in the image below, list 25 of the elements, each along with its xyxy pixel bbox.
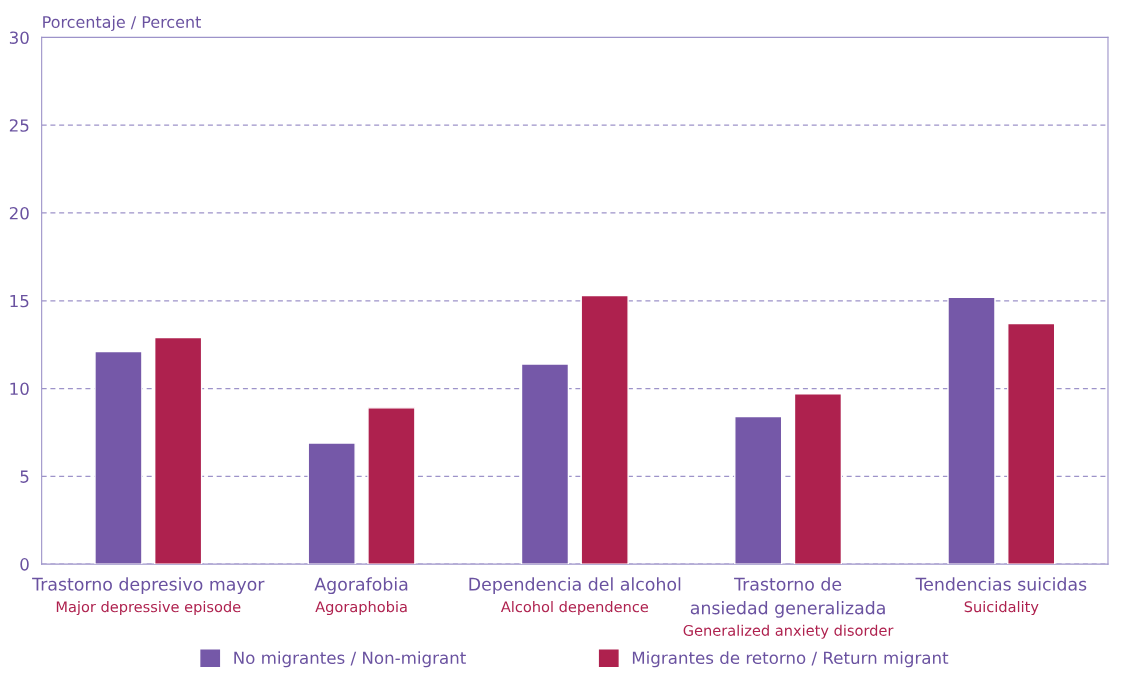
bar — [1007, 322, 1056, 565]
bar — [307, 442, 356, 565]
legend-label: No migrantes / Non-migrant — [234, 651, 466, 668]
y-tick-label: 10 — [10, 382, 29, 396]
bar — [153, 336, 203, 565]
bar — [947, 296, 996, 565]
legend-label: Migrantes de retorno / Return migrant — [632, 651, 949, 668]
x-tick-label: Tendencias suicidas Suicidality — [915, 577, 1087, 616]
x-tick-label: Agorafobia Agoraphobia — [314, 577, 408, 616]
bar — [793, 393, 843, 565]
y-tick-label: 15 — [10, 294, 29, 308]
bar — [580, 294, 629, 565]
x-tick-label: Trastorno de ansiedad generalizada Generalized anxiety disorder — [683, 577, 894, 639]
y-tick-label: 20 — [9, 206, 29, 220]
y-axis-title: Porcentaje / Percent — [43, 15, 201, 32]
bar — [94, 350, 143, 565]
y-tick-label: 0 — [20, 558, 29, 571]
bar — [734, 415, 783, 565]
y-tick-label: 30 — [9, 31, 29, 44]
x-tick-label: Dependencia del alcohol Alcohol dependence — [469, 577, 681, 616]
bar — [520, 363, 570, 565]
x-tick-label: Trastorno depresivo mayor Major depressive episode — [32, 577, 265, 616]
y-tick-label: 5 — [20, 470, 29, 483]
y-tick-label: 25 — [9, 119, 29, 132]
bar — [367, 407, 416, 565]
